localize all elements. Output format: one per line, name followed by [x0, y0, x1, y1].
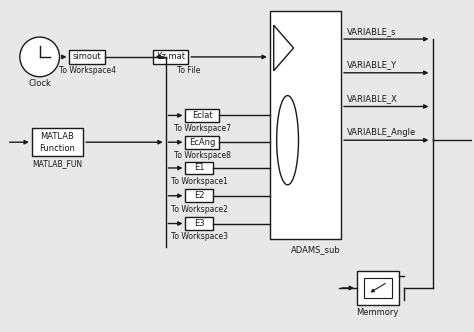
Text: To File: To File	[177, 66, 200, 75]
Polygon shape	[273, 25, 293, 71]
Bar	[153, 50, 188, 64]
Text: To Workspace7: To Workspace7	[174, 124, 231, 133]
Text: Kz.mat: Kz.mat	[156, 52, 185, 61]
Text: E3: E3	[194, 219, 205, 228]
Text: E2: E2	[194, 191, 205, 200]
Text: Eclat: Eclat	[192, 111, 213, 120]
Bar	[357, 271, 399, 305]
Bar	[185, 136, 219, 149]
Text: MATLAB: MATLAB	[41, 132, 74, 141]
Text: VARIABLE_Angle: VARIABLE_Angle	[347, 128, 416, 137]
Text: Memmory: Memmory	[356, 308, 399, 317]
Text: To Workspace4: To Workspace4	[59, 66, 116, 75]
Text: simout: simout	[73, 52, 101, 61]
Bar	[69, 50, 105, 64]
Text: VARIABLE_X: VARIABLE_X	[347, 94, 398, 103]
Bar	[185, 162, 213, 174]
Text: To Workspace1: To Workspace1	[171, 177, 228, 186]
Circle shape	[20, 37, 60, 77]
Bar	[32, 128, 83, 156]
Ellipse shape	[277, 96, 299, 185]
Bar	[185, 217, 213, 230]
Text: MATLAB_FUN: MATLAB_FUN	[32, 159, 82, 169]
Text: VARIABLE_s: VARIABLE_s	[347, 27, 397, 36]
Bar	[185, 109, 219, 122]
Text: Function: Function	[39, 144, 75, 153]
Text: E1: E1	[194, 163, 205, 173]
Text: Clock: Clock	[28, 79, 51, 88]
Text: To Workspace8: To Workspace8	[174, 151, 231, 160]
Text: EcAng: EcAng	[189, 138, 216, 147]
Text: ADAMS_sub: ADAMS_sub	[291, 245, 340, 254]
Text: VARIABLE_Y: VARIABLE_Y	[347, 60, 397, 69]
Bar	[185, 189, 213, 202]
Text: To Workspace3: To Workspace3	[171, 232, 228, 241]
Bar	[270, 11, 341, 239]
Bar	[364, 278, 392, 298]
Text: To Workspace2: To Workspace2	[171, 205, 228, 213]
